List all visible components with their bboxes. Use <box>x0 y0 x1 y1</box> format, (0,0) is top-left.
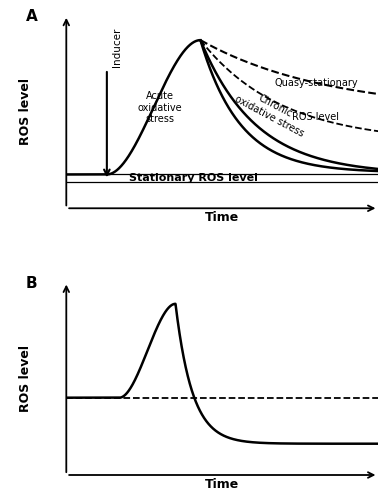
Text: Chronic
oxidative stress: Chronic oxidative stress <box>233 84 311 139</box>
Text: A: A <box>26 9 37 24</box>
Text: Quasy-stationary: Quasy-stationary <box>274 78 358 88</box>
Text: B: B <box>26 276 37 291</box>
Y-axis label: ROS level: ROS level <box>19 78 32 145</box>
X-axis label: Time: Time <box>205 211 239 224</box>
Text: Stationary ROS level: Stationary ROS level <box>129 174 257 184</box>
Text: Inducer: Inducer <box>112 28 122 67</box>
Text: Acute
oxidative
stress: Acute oxidative stress <box>138 91 182 124</box>
Y-axis label: ROS level: ROS level <box>19 345 32 412</box>
X-axis label: Time: Time <box>205 478 239 491</box>
Text: ROS level: ROS level <box>292 112 339 122</box>
